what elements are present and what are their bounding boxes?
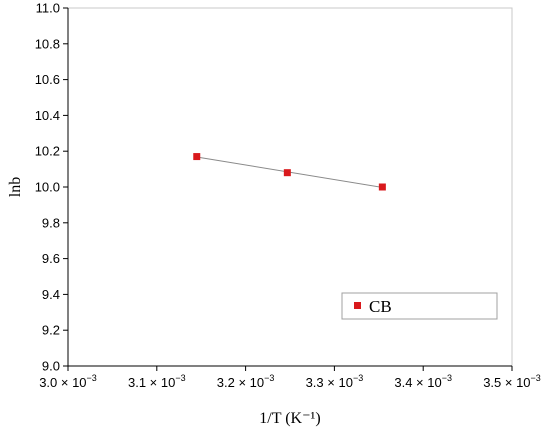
x-tick-label-mantissa: 3.3 × 10 [306, 375, 353, 390]
y-tick-label: 10.4 [35, 108, 60, 123]
x-tick-label-exponent: −3 [353, 373, 363, 383]
y-tick-label: 9.2 [42, 323, 60, 338]
data-markers [193, 153, 386, 191]
legend: CB [341, 292, 498, 320]
x-tick-label-exponent: −3 [531, 373, 541, 383]
x-tick-label-mantissa: 3.4 × 10 [394, 375, 441, 390]
y-tick-label: 9.4 [42, 287, 60, 302]
legend-marker-cb [354, 302, 361, 309]
x-tick-label: 3.0 × 10−3 [39, 373, 97, 390]
legend-label-cb: CB [369, 297, 392, 316]
x-tick-label-exponent: −3 [264, 373, 274, 383]
x-tick-label: 3.3 × 10−3 [306, 373, 364, 390]
x-tick-label: 3.1 × 10−3 [128, 373, 186, 390]
x-tick-label-exponent: −3 [442, 373, 452, 383]
x-tick-label: 3.5 × 10−3 [483, 373, 541, 390]
x-axis: 3.0 × 10−3 3.1 × 10−3 3.2 × 10−3 3.3 × 10−3… [39, 365, 541, 390]
y-tick-label: 9.8 [42, 215, 60, 230]
y-tick-label: 10.0 [35, 180, 60, 195]
y-tick-label: 9.6 [42, 251, 60, 266]
y-axis-title: lnb [7, 177, 24, 197]
data-point [283, 169, 291, 177]
x-tick-label: 3.4 × 10−3 [394, 373, 452, 390]
x-tick-label-exponent: −3 [175, 373, 185, 383]
y-tick-label: 10.6 [35, 72, 60, 87]
legend-box [341, 292, 498, 320]
data-point [378, 183, 386, 191]
y-tick-label: 11.0 [36, 1, 60, 16]
y-tick-label: 9.0 [42, 359, 60, 374]
x-tick-label-mantissa: 3.1 × 10 [128, 375, 175, 390]
x-axis-title: 1/T (K⁻¹) [259, 410, 320, 427]
x-tick-label-mantissa: 3.2 × 10 [217, 375, 264, 390]
x-tick-label-mantissa: 3.5 × 10 [483, 375, 530, 390]
y-axis: 9.0 9.2 9.4 9.6 9.8 10.0 10.2 10.4 10.6 10.8 11.0 [35, 1, 69, 374]
x-tick-label: 3.2 × 10−3 [217, 373, 275, 390]
x-tick-label-exponent: −3 [87, 373, 97, 383]
x-tick-label-mantissa: 3.0 × 10 [39, 375, 86, 390]
data-point [193, 153, 201, 161]
y-tick-label: 10.2 [35, 144, 60, 159]
y-tick-label: 10.8 [35, 36, 60, 51]
